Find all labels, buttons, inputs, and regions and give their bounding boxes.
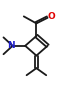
Text: O: O <box>48 12 56 21</box>
Text: N: N <box>7 41 15 50</box>
